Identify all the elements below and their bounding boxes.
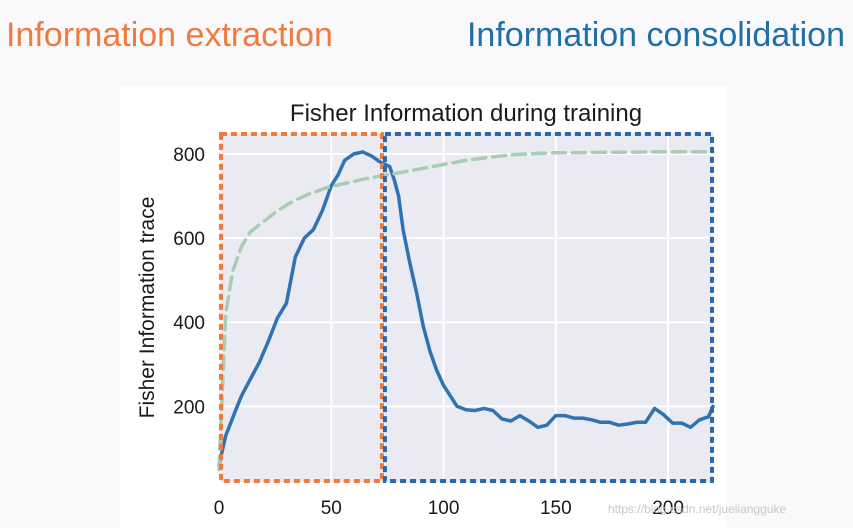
- series-line-dashed: [217, 150, 715, 472]
- heading-information-extraction: Information extraction: [6, 16, 333, 54]
- extraction-region-box: [219, 132, 384, 483]
- y-axis-label: Fisher Information trace: [136, 197, 159, 419]
- y-tick-label: 200: [173, 397, 205, 418]
- y-tick-label: 600: [173, 229, 205, 250]
- x-tick-label: 100: [428, 498, 460, 519]
- y-tick-label: 800: [173, 145, 205, 166]
- chart-card: Fisher Information during training Fisher…: [120, 86, 726, 528]
- chart-title: Fisher Information during training: [290, 100, 642, 127]
- x-tick-label: 0: [214, 498, 225, 519]
- watermark: https://blog.csdn.net/jueliangguke: [608, 502, 787, 516]
- consolidation-region-box: [382, 132, 714, 483]
- heading-information-consolidation: Information consolidation: [466, 16, 845, 54]
- series-line-solid: [217, 150, 715, 467]
- fisher-information-chart: Fisher Information during training Fisher…: [136, 100, 715, 519]
- plot-area: [219, 133, 713, 482]
- x-tick-label: 150: [540, 498, 572, 519]
- x-tick-label: 50: [321, 498, 342, 519]
- x-tick-label: 200: [652, 498, 684, 519]
- y-tick-label: 400: [173, 313, 205, 334]
